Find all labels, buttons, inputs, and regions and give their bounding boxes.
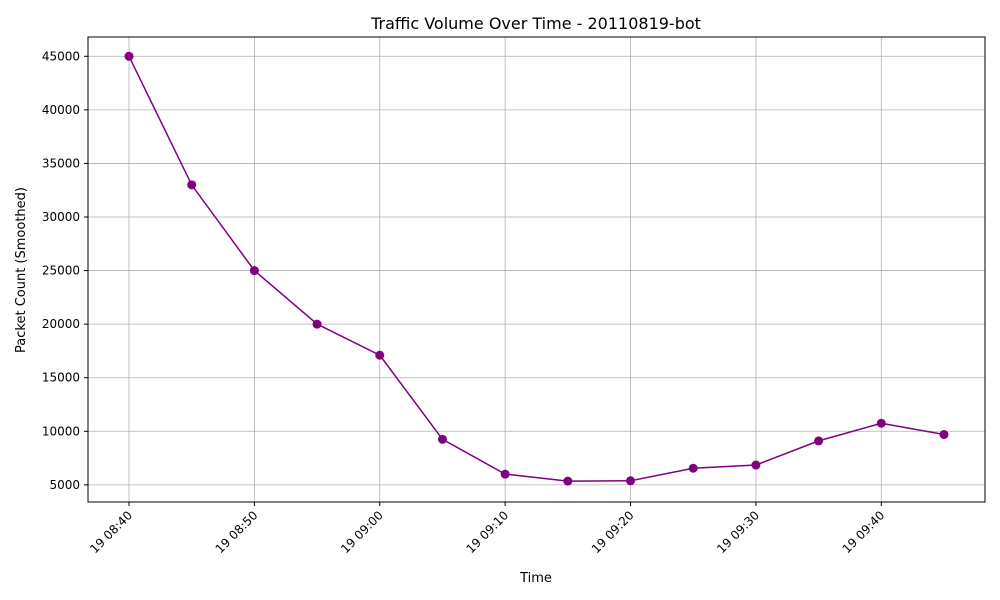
data-point: [500, 469, 510, 479]
data-point: [375, 350, 385, 360]
y-tick-label: 5000: [49, 478, 80, 492]
y-tick-label: 45000: [42, 49, 80, 63]
data-point: [124, 51, 134, 61]
data-point: [249, 266, 259, 276]
data-point: [187, 180, 197, 190]
y-tick-label: 30000: [42, 210, 80, 224]
y-tick-label: 40000: [42, 103, 80, 117]
x-axis-label: Time: [519, 571, 552, 586]
y-tick-label: 15000: [42, 371, 80, 385]
data-point: [939, 430, 949, 439]
chart-title: Traffic Volume Over Time - 20110819-bot: [370, 14, 701, 33]
data-point: [751, 460, 761, 470]
data-point: [312, 319, 322, 329]
x-axis-ticks: 19 08:40 19 08:50 19 09:00 19 09:10 19 09:20…: [87, 502, 887, 556]
plot-area-frame: [87, 36, 986, 503]
grid-lines: [88, 37, 985, 502]
x-tick-label: 19 09:10: [463, 508, 511, 556]
x-tick-label: 19 09:00: [338, 508, 386, 556]
y-axis-label: Packet Count (Smoothed): [14, 187, 29, 353]
data-point: [876, 418, 886, 428]
x-tick-label: 19 09:40: [840, 508, 888, 556]
data-point: [626, 476, 636, 486]
data-point: [814, 436, 824, 446]
series-line: [128, 55, 945, 482]
data-point: [688, 463, 698, 473]
y-tick-label: 35000: [42, 156, 80, 170]
x-tick-label: 19 09:30: [714, 508, 762, 556]
y-tick-label: 20000: [42, 317, 80, 331]
y-axis-ticks: 5000 10000 15000 20000 25000 30000 35000 40000 4…: [42, 49, 88, 492]
y-tick-label: 10000: [42, 424, 80, 438]
x-tick-label: 19 08:40: [87, 508, 135, 556]
data-point: [563, 476, 573, 486]
x-tick-label: 19 09:20: [589, 508, 637, 556]
y-tick-label: 25000: [42, 264, 80, 278]
data-point: [437, 434, 447, 444]
x-tick-label: 19 08:50: [213, 508, 261, 556]
data-points: [124, 51, 949, 486]
